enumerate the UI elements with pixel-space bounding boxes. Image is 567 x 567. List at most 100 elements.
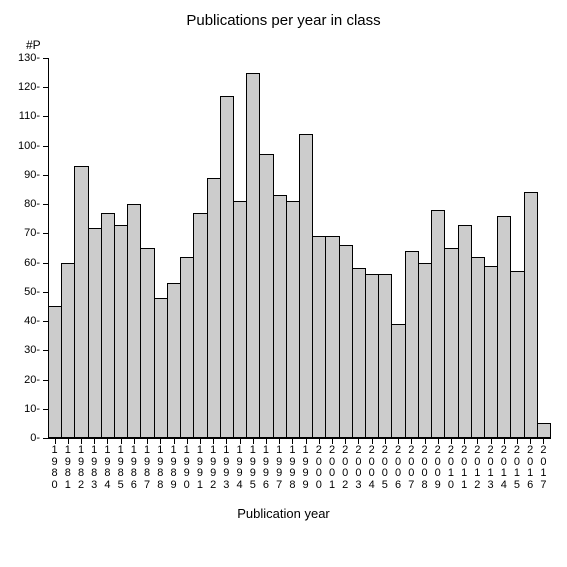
y-tick	[43, 146, 48, 147]
bar	[299, 134, 313, 438]
x-tick-label: 2 0 0 1	[329, 445, 335, 491]
bar	[524, 192, 538, 438]
x-tick-label: 2 0 0 4	[369, 445, 375, 491]
x-tick-label: 1 9 8 0	[52, 445, 58, 491]
x-tick-label: 1 9 8 3	[91, 445, 97, 491]
x-tick-label: 2 0 1 7	[540, 445, 546, 491]
bar	[207, 178, 221, 438]
bar	[325, 236, 339, 438]
bar	[471, 257, 485, 438]
x-tick-label: 1 9 9 0	[184, 445, 190, 491]
bar	[140, 248, 154, 438]
x-tick-label: 1 9 8 7	[144, 445, 150, 491]
bar	[167, 283, 181, 438]
bar	[352, 268, 366, 438]
x-tick-label: 2 0 1 0	[448, 445, 454, 491]
bar	[273, 195, 287, 438]
y-tick-label: 70-	[12, 227, 40, 239]
y-tick-label: 120-	[12, 81, 40, 93]
x-tick-label: 2 0 1 1	[461, 445, 467, 491]
x-tick-label: 1 9 9 7	[276, 445, 282, 491]
bar	[193, 213, 207, 438]
bar	[233, 201, 247, 438]
bar	[127, 204, 141, 438]
y-tick-label: 20-	[12, 374, 40, 386]
bar	[458, 225, 472, 438]
y-tick-label: 40-	[12, 315, 40, 327]
bar	[154, 298, 168, 438]
bar	[74, 166, 88, 438]
x-tick-label: 1 9 8 1	[65, 445, 71, 491]
chart-container: Publications per year in class #P 0- 10- 2…	[0, 0, 567, 567]
x-tick-label: 1 9 9 5	[250, 445, 256, 491]
y-tick	[43, 438, 48, 439]
bar	[537, 423, 551, 438]
x-tick-label: 2 0 1 3	[487, 445, 493, 491]
x-tick-label: 1 9 8 4	[104, 445, 110, 491]
x-tick-label: 1 9 9 6	[263, 445, 269, 491]
bar	[48, 306, 62, 438]
x-tick-label: 2 0 0 2	[342, 445, 348, 491]
y-tick	[43, 233, 48, 234]
x-tick-label: 1 9 8 8	[157, 445, 163, 491]
x-tick-label: 1 9 9 2	[210, 445, 216, 491]
y-tick	[43, 292, 48, 293]
bar	[339, 245, 353, 438]
y-tick-label: 80-	[12, 198, 40, 210]
bar	[101, 213, 115, 438]
bar	[180, 257, 194, 438]
chart-title: Publications per year in class	[0, 12, 567, 29]
x-tick-label: 2 0 0 9	[435, 445, 441, 491]
bar	[365, 274, 379, 438]
bar	[431, 210, 445, 438]
bar	[246, 73, 260, 438]
x-tick-label: 2 0 0 3	[355, 445, 361, 491]
x-tick-label: 1 9 9 1	[197, 445, 203, 491]
x-tick-label: 1 9 9 9	[303, 445, 309, 491]
y-tick-label: 90-	[12, 169, 40, 181]
x-tick-label: 1 9 8 2	[78, 445, 84, 491]
bar	[484, 266, 498, 438]
x-tick-label: 2 0 1 4	[501, 445, 507, 491]
x-tick-label: 2 0 0 8	[421, 445, 427, 491]
y-tick-label: 110-	[12, 110, 40, 122]
y-tick	[43, 204, 48, 205]
x-tick-label: 1 9 8 9	[170, 445, 176, 491]
x-tick-label: 2 0 0 6	[395, 445, 401, 491]
y-tick-label: 10-	[12, 403, 40, 415]
bar	[114, 225, 128, 438]
y-tick-label: 30-	[12, 344, 40, 356]
bar	[312, 236, 326, 438]
x-tick-label: 1 9 8 6	[131, 445, 137, 491]
x-tick-label: 2 0 1 5	[514, 445, 520, 491]
bar	[220, 96, 234, 438]
y-tick	[43, 58, 48, 59]
x-tick-label: 1 9 9 4	[236, 445, 242, 491]
x-tick-label: 2 0 1 6	[527, 445, 533, 491]
y-tick	[43, 87, 48, 88]
x-tick-label: 2 0 0 7	[408, 445, 414, 491]
x-tick-label: 2 0 0 0	[316, 445, 322, 491]
x-tick-label: 1 9 9 3	[223, 445, 229, 491]
y-tick	[43, 263, 48, 264]
x-axis-title: Publication year	[0, 506, 567, 521]
y-tick-label: 50-	[12, 286, 40, 298]
bar	[510, 271, 524, 438]
y-tick-label: 100-	[12, 140, 40, 152]
x-tick-label: 1 9 9 8	[289, 445, 295, 491]
y-tick	[43, 116, 48, 117]
bar	[378, 274, 392, 438]
bar	[391, 324, 405, 438]
bar	[259, 154, 273, 438]
bar	[61, 263, 75, 438]
y-axis-unit-label: #P	[26, 38, 41, 52]
bar	[497, 216, 511, 438]
bar	[444, 248, 458, 438]
y-tick	[43, 175, 48, 176]
y-tick-label: 0-	[12, 432, 40, 444]
x-tick-label: 1 9 8 5	[118, 445, 124, 491]
bar	[418, 263, 432, 438]
bar	[286, 201, 300, 438]
bar	[88, 228, 102, 438]
y-tick-label: 60-	[12, 257, 40, 269]
